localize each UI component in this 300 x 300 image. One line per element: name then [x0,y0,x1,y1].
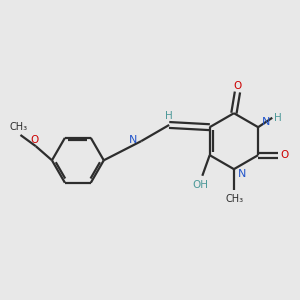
Text: O: O [280,150,289,160]
Text: H: H [274,113,281,123]
Text: OH: OH [193,180,209,190]
Text: O: O [30,135,38,145]
Text: N: N [238,169,246,179]
Text: CH₃: CH₃ [225,194,244,204]
Text: N: N [262,117,271,127]
Text: N: N [129,135,138,145]
Text: H: H [165,110,173,121]
Text: CH₃: CH₃ [9,122,27,132]
Text: O: O [233,80,242,91]
